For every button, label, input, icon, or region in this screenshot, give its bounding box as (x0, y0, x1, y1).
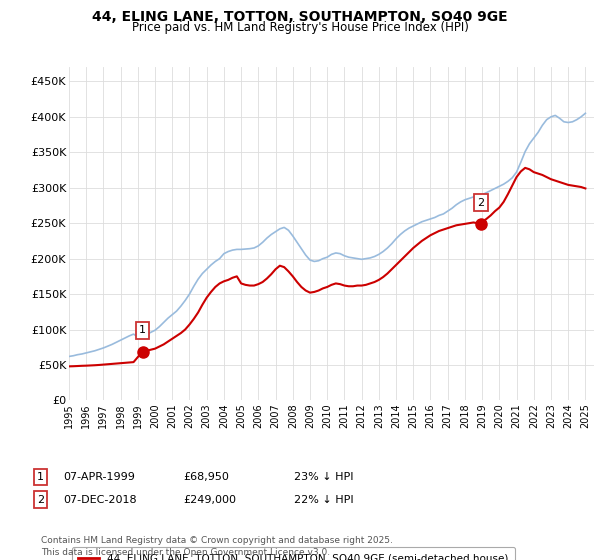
Text: 07-APR-1999: 07-APR-1999 (63, 472, 135, 482)
Text: 23% ↓ HPI: 23% ↓ HPI (294, 472, 353, 482)
Text: 22% ↓ HPI: 22% ↓ HPI (294, 494, 353, 505)
Text: 2: 2 (37, 494, 44, 505)
Text: 2: 2 (478, 198, 484, 208)
Text: Contains HM Land Registry data © Crown copyright and database right 2025.
This d: Contains HM Land Registry data © Crown c… (41, 536, 392, 557)
Text: 1: 1 (37, 472, 44, 482)
Text: Price paid vs. HM Land Registry's House Price Index (HPI): Price paid vs. HM Land Registry's House … (131, 21, 469, 34)
Text: £249,000: £249,000 (183, 494, 236, 505)
Text: £68,950: £68,950 (183, 472, 229, 482)
Text: 07-DEC-2018: 07-DEC-2018 (63, 494, 137, 505)
Legend: 44, ELING LANE, TOTTON, SOUTHAMPTON, SO40 9GE (semi-detached house), HPI: Averag: 44, ELING LANE, TOTTON, SOUTHAMPTON, SO4… (71, 547, 515, 560)
Text: 1: 1 (139, 325, 146, 335)
Text: 44, ELING LANE, TOTTON, SOUTHAMPTON, SO40 9GE: 44, ELING LANE, TOTTON, SOUTHAMPTON, SO4… (92, 10, 508, 24)
